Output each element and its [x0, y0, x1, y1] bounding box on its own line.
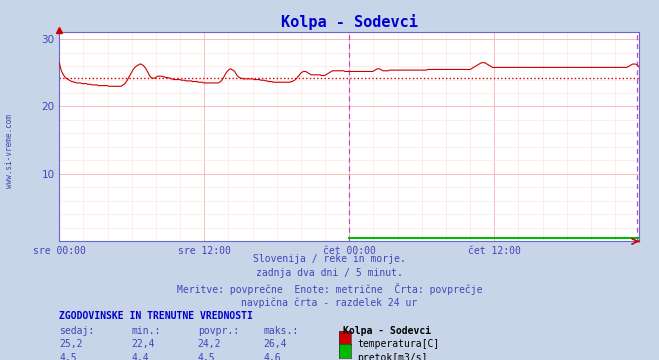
Text: min.:: min.:	[132, 326, 161, 336]
Text: zadnja dva dni / 5 minut.: zadnja dva dni / 5 minut.	[256, 268, 403, 278]
Text: 26,4: 26,4	[264, 339, 287, 350]
Text: ZGODOVINSKE IN TRENUTNE VREDNOSTI: ZGODOVINSKE IN TRENUTNE VREDNOSTI	[59, 311, 253, 321]
Text: Kolpa - Sodevci: Kolpa - Sodevci	[343, 326, 431, 336]
Text: temperatura[C]: temperatura[C]	[357, 339, 440, 350]
Text: Meritve: povprečne  Enote: metrične  Črta: povprečje: Meritve: povprečne Enote: metrične Črta:…	[177, 283, 482, 294]
Text: navpična črta - razdelek 24 ur: navpična črta - razdelek 24 ur	[241, 297, 418, 307]
Text: 4,5: 4,5	[59, 353, 77, 360]
Text: povpr.:: povpr.:	[198, 326, 239, 336]
Text: 4,5: 4,5	[198, 353, 215, 360]
Text: Slovenija / reke in morje.: Slovenija / reke in morje.	[253, 254, 406, 264]
Text: 25,2: 25,2	[59, 339, 83, 350]
Text: 24,2: 24,2	[198, 339, 221, 350]
Text: www.si-vreme.com: www.si-vreme.com	[5, 114, 14, 188]
Title: Kolpa - Sodevci: Kolpa - Sodevci	[281, 14, 418, 30]
Text: pretok[m3/s]: pretok[m3/s]	[357, 353, 428, 360]
Text: 4,6: 4,6	[264, 353, 281, 360]
Text: 4,4: 4,4	[132, 353, 150, 360]
Text: 22,4: 22,4	[132, 339, 156, 350]
Text: maks.:: maks.:	[264, 326, 299, 336]
Text: sedaj:: sedaj:	[59, 326, 94, 336]
